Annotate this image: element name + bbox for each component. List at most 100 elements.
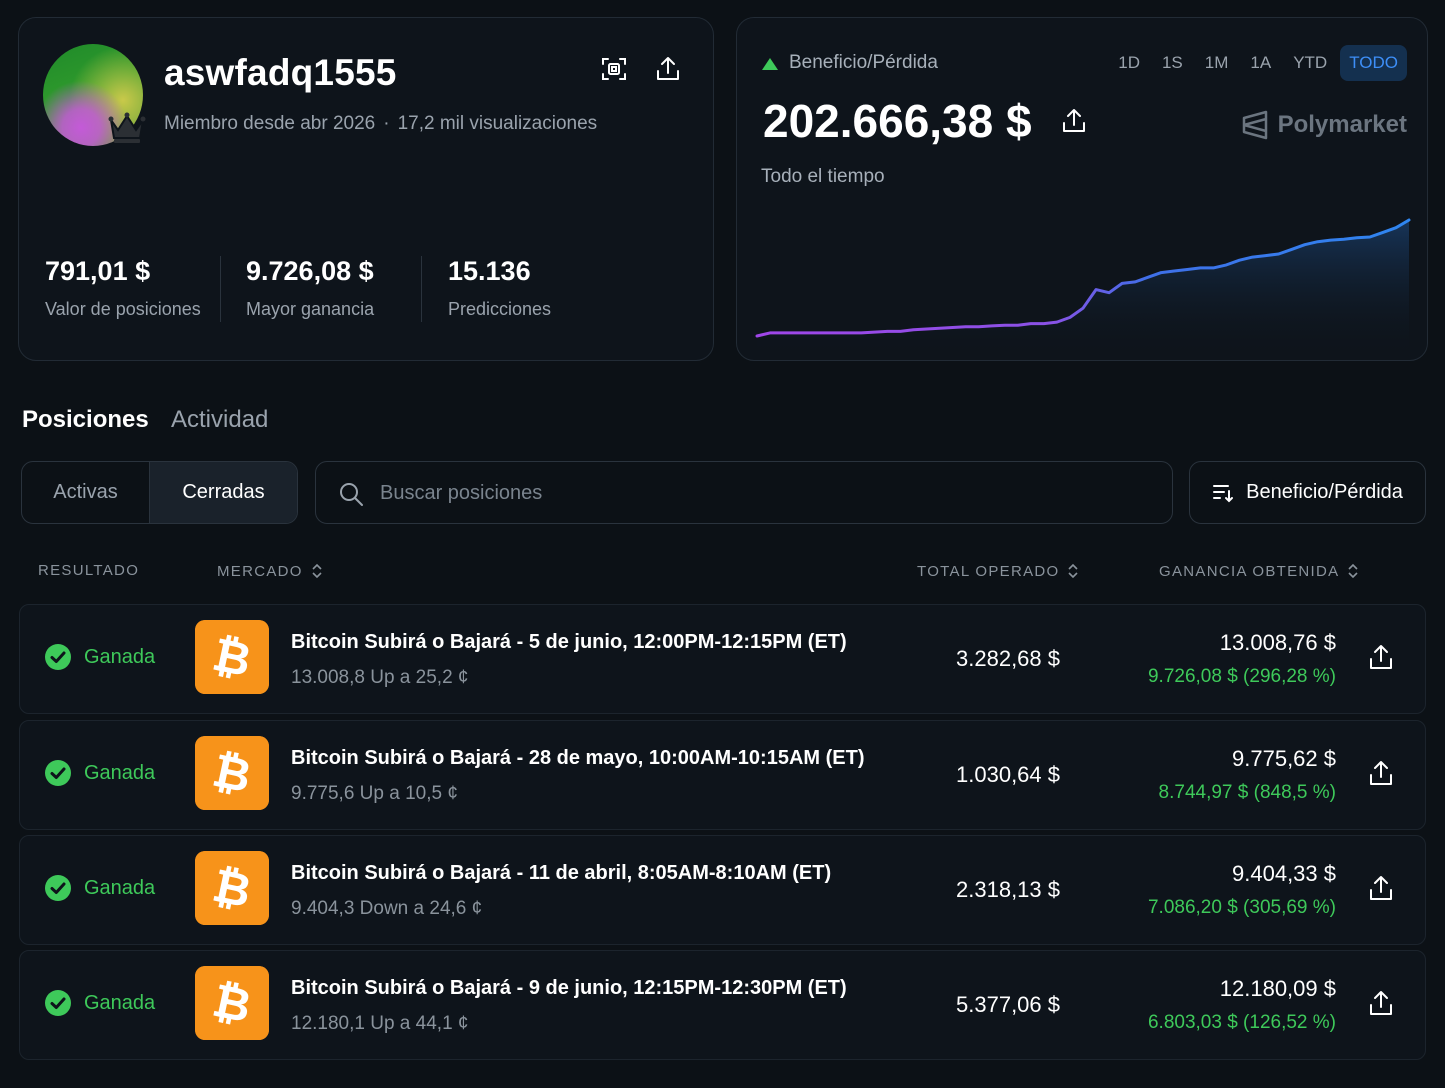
result-label: Ganada	[84, 876, 156, 899]
brand-name: Polymarket	[1277, 111, 1407, 138]
result-badge: Ganada	[44, 874, 155, 902]
search-box	[315, 461, 1173, 524]
pnl-card: Beneficio/Pérdida 1D 1S 1M 1A YTD TODO 2…	[736, 17, 1428, 361]
stat-biggest-win: 9.726,08 $ Mayor ganancia	[246, 256, 374, 320]
share-icon[interactable]	[1367, 759, 1395, 787]
header-result-label: RESULTADO	[38, 562, 140, 579]
total-traded: 3.282,68 $	[956, 646, 1060, 671]
header-result: RESULTADO	[38, 562, 139, 579]
header-won[interactable]: GANANCIA OBTENIDA	[1159, 562, 1359, 580]
stat-value: 791,01 $	[45, 256, 151, 286]
profit-gain: 6.803,03 $ (126,52 %)	[1147, 1012, 1336, 1033]
amount-won: 12.180,09 $	[1219, 976, 1336, 1001]
polymarket-icon	[1242, 110, 1267, 140]
table-row[interactable]: Ganada ₿ Bitcoin Subirá o Bajará - 5 de …	[19, 604, 1426, 714]
result-badge: Ganada	[44, 989, 155, 1017]
stat-value: 9.726,08 $	[246, 256, 374, 286]
market-title[interactable]: Bitcoin Subirá o Bajará - 28 de mayo, 10…	[291, 747, 865, 769]
check-circle-icon	[45, 990, 71, 1016]
range-1s[interactable]: 1S	[1161, 53, 1183, 72]
bitcoin-icon: ₿	[195, 736, 269, 810]
divider	[421, 256, 422, 322]
member-info: Miembro desde abr 2026 · 17,2 mil visualiz…	[164, 113, 597, 135]
profit-gain: 8.744,97 $ (848,5 %)	[1158, 782, 1336, 803]
profit-gain: 7.086,20 $ (305,69 %)	[1147, 897, 1336, 918]
range-selector: 1D 1S 1M 1A YTD TODO	[1109, 45, 1407, 81]
range-1m[interactable]: 1M	[1204, 53, 1229, 72]
chart-area	[757, 220, 1409, 358]
pnl-chart	[755, 218, 1411, 358]
market-detail: 12.180,1 Up a 44,1 ¢	[291, 1013, 469, 1034]
share-icon[interactable]	[1367, 989, 1395, 1017]
sort-button[interactable]: Beneficio/Pérdida	[1189, 461, 1426, 524]
total-traded: 1.030,64 $	[956, 762, 1060, 787]
amount-won: 9.404,33 $	[1232, 861, 1336, 886]
member-since: Miembro desde abr 2026	[164, 113, 376, 134]
result-badge: Ganada	[44, 643, 155, 671]
bitcoin-icon: ₿	[195, 620, 269, 694]
search-input[interactable]	[380, 474, 1140, 512]
result-label: Ganada	[84, 761, 156, 784]
range-1d[interactable]: 1D	[1118, 53, 1140, 72]
bitcoin-icon: ₿	[195, 851, 269, 925]
check-circle-icon	[45, 644, 71, 670]
sort-arrows-icon	[1348, 563, 1359, 579]
search-icon	[340, 483, 363, 506]
result-label: Ganada	[84, 991, 156, 1014]
market-title[interactable]: Bitcoin Subirá o Bajará - 9 de junio, 12…	[291, 977, 847, 999]
table-row[interactable]: Ganada ₿ Bitcoin Subirá o Bajará - 28 de…	[19, 720, 1426, 830]
stat-predictions: 15.136 Predicciones	[448, 256, 551, 320]
toggle-active[interactable]: Activas	[53, 481, 118, 503]
table-row[interactable]: Ganada ₿ Bitcoin Subirá o Bajará - 9 de …	[19, 950, 1426, 1060]
range-1a[interactable]: 1A	[1250, 53, 1272, 72]
share-icon[interactable]	[1367, 874, 1395, 902]
market-title[interactable]: Bitcoin Subirá o Bajará - 11 de abril, 8…	[291, 862, 832, 884]
profile-card: aswfadq1555 Miembro desde abr 2026 · 17,2 …	[18, 17, 714, 361]
total-traded: 5.377,06 $	[956, 992, 1060, 1017]
range-ytd[interactable]: YTD	[1293, 53, 1328, 72]
share-icon[interactable]	[653, 54, 683, 84]
divider	[220, 256, 221, 322]
profit-gain: 9.726,08 $ (296,28 %)	[1147, 666, 1336, 687]
range-todo[interactable]: TODO	[1340, 45, 1407, 81]
check-circle-icon	[45, 875, 71, 901]
toggle-closed[interactable]: Cerradas	[149, 462, 297, 523]
stat-value: 15.136	[448, 256, 531, 286]
sort-arrows-icon	[312, 563, 322, 579]
tab-activity[interactable]: Actividad	[171, 406, 269, 433]
bitcoin-icon: ₿	[195, 966, 269, 1040]
stat-label: Predicciones	[448, 299, 552, 319]
separator-dot: ·	[383, 113, 390, 134]
market-detail: 13.008,8 Up a 25,2 ¢	[291, 667, 469, 688]
result-badge: Ganada	[44, 759, 155, 787]
sort-icon	[1213, 484, 1234, 502]
table-row[interactable]: Ganada ₿ Bitcoin Subirá o Bajará - 11 de…	[19, 835, 1426, 945]
sort-label: Beneficio/Pérdida	[1246, 481, 1403, 503]
stat-positions-value: 791,01 $ Valor de posiciones	[45, 256, 201, 320]
tab-positions[interactable]: Posiciones	[22, 406, 149, 433]
market-detail: 9.404,3 Down a 24,6 ¢	[291, 898, 483, 919]
header-traded[interactable]: TOTAL OPERADO	[917, 562, 1079, 580]
chart-line	[755, 218, 1411, 338]
period-label: Todo el tiempo	[761, 166, 885, 187]
header-market[interactable]: MERCADO	[217, 562, 323, 580]
check-circle-icon	[45, 760, 71, 786]
sort-arrows-icon	[1068, 563, 1079, 579]
market-detail: 9.775,6 Up a 10,5 ¢	[291, 783, 458, 804]
share-icon[interactable]	[1059, 106, 1089, 136]
polymarket-logo: Polymarket	[1242, 110, 1407, 140]
views-count: 17,2 mil visualizaciones	[397, 113, 598, 134]
result-label: Ganada	[84, 645, 156, 668]
pnl-value: 202.666,38 $	[763, 95, 1032, 147]
header-traded-label: TOTAL OPERADO	[917, 562, 1060, 580]
stat-label: Mayor ganancia	[246, 299, 375, 319]
crown-icon	[108, 112, 146, 143]
market-title[interactable]: Bitcoin Subirá o Bajará - 5 de junio, 12…	[291, 631, 847, 653]
amount-won: 9.775,62 $	[1232, 746, 1336, 771]
username: aswfadq1555	[164, 52, 397, 93]
header-won-label: GANANCIA OBTENIDA	[1159, 562, 1340, 580]
status-toggle: Activas Cerradas	[21, 461, 298, 524]
share-icon[interactable]	[1367, 643, 1395, 671]
total-traded: 2.318,13 $	[956, 877, 1060, 902]
qr-scan-icon[interactable]	[599, 54, 629, 84]
